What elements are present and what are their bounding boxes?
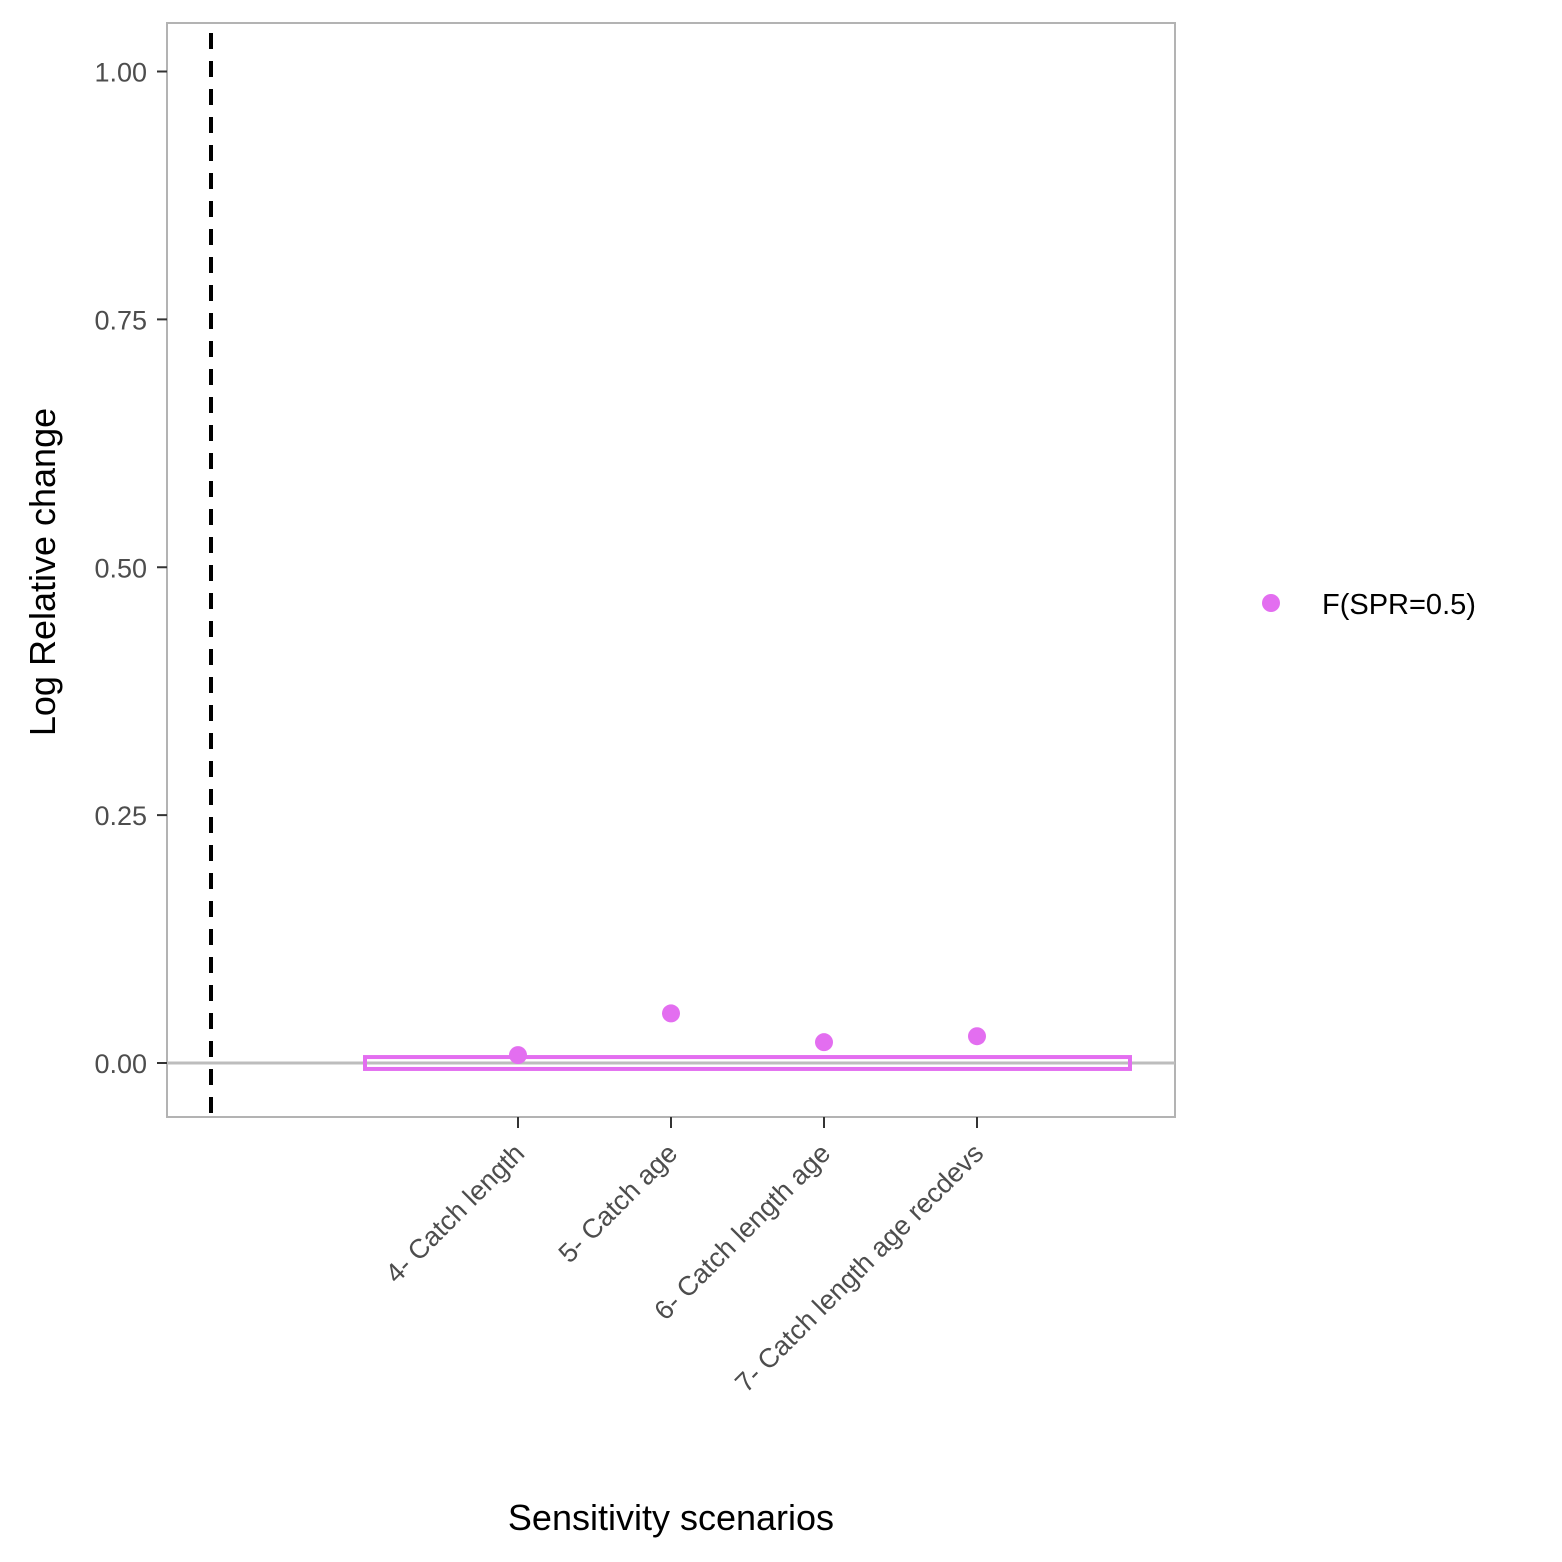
x-tick-label: 7- Catch length age recdevs: [729, 1138, 989, 1398]
plot-area: [166, 22, 1176, 1118]
x-tick-label: 4- Catch length: [380, 1138, 531, 1289]
y-tick-label: 0.25: [94, 801, 147, 831]
data-point: [968, 1027, 986, 1046]
legend-label: F(SPR=0.5): [1322, 589, 1476, 621]
legend-key: [1262, 594, 1280, 612]
data-point: [509, 1046, 527, 1065]
y-tick-label: 0.00: [94, 1049, 147, 1079]
data-point: [815, 1033, 833, 1052]
y-tick-label: 1.00: [94, 58, 147, 88]
data-point: [662, 1004, 680, 1023]
panel-border: [166, 22, 1176, 1118]
y-tick-label: 0.50: [94, 553, 147, 583]
x-axis-title: Sensitivity scenarios: [508, 1497, 834, 1538]
y-axis-title: Log Relative change: [22, 408, 63, 736]
x-tick-label: 5- Catch age: [553, 1138, 684, 1269]
band-rect: [363, 1055, 1132, 1071]
legend: F(SPR=0.5): [1262, 589, 1476, 621]
y-axis: 0.00 0.25 0.50 0.75 1.00: [94, 58, 167, 1079]
y-tick-label: 0.75: [94, 305, 147, 335]
